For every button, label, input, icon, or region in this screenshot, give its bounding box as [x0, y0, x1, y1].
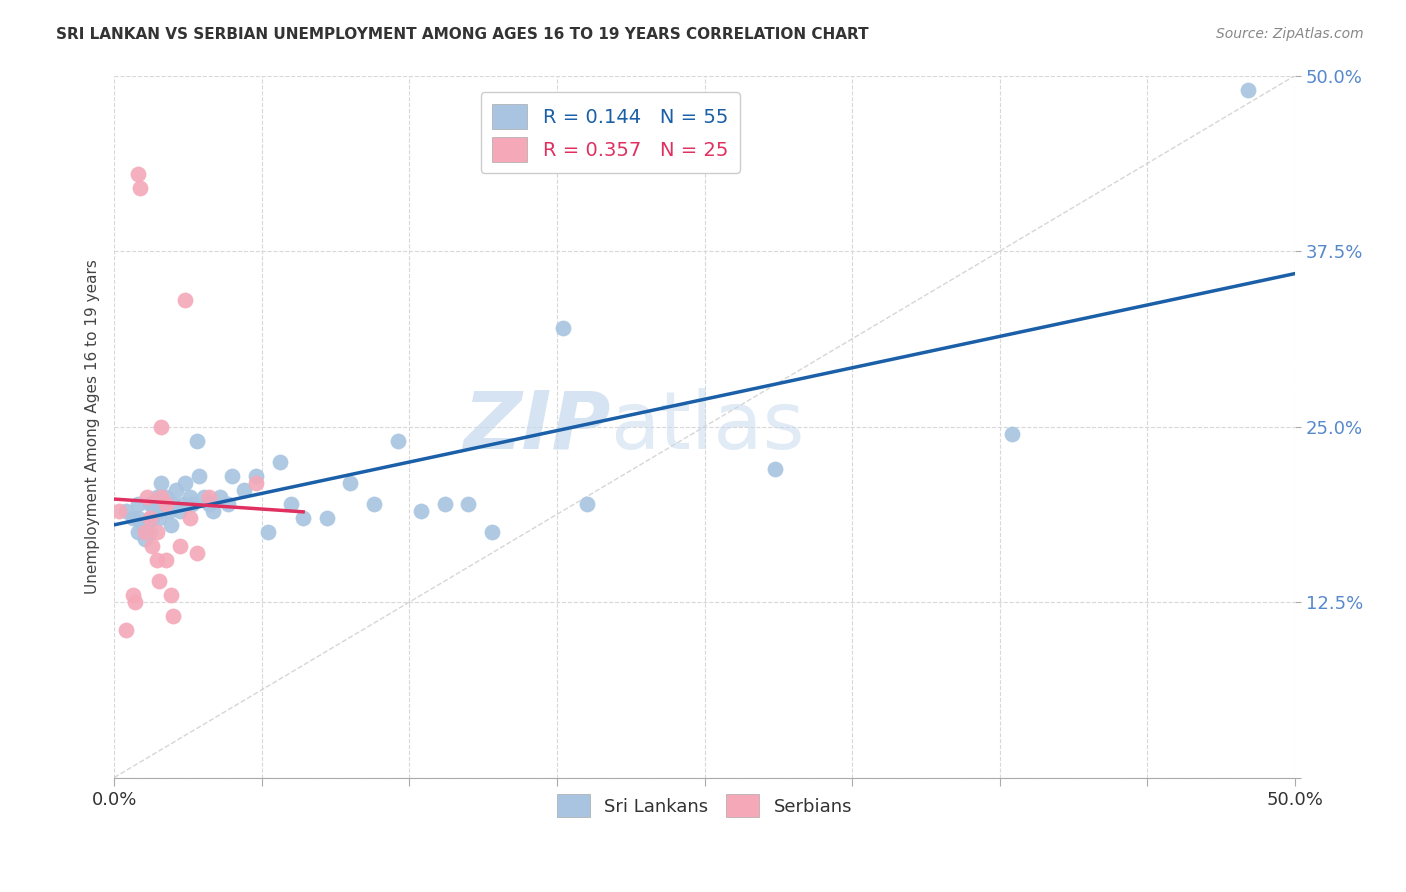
Point: [141, 539, 163, 553]
Point: [162, 497, 184, 511]
Point: [292, 510, 315, 524]
Point: [217, 497, 239, 511]
Y-axis label: Unemployment Among Ages 16 to 19 years: Unemployment Among Ages 16 to 19 years: [86, 259, 100, 594]
Point: [115, 504, 138, 518]
Point: [245, 475, 267, 490]
Point: [339, 475, 361, 490]
Point: [150, 419, 173, 434]
Point: [122, 510, 145, 524]
Point: [179, 490, 201, 504]
Point: [256, 524, 278, 539]
Point: [160, 517, 183, 532]
Point: [411, 504, 433, 518]
Point: [138, 510, 160, 524]
Legend: Sri Lankans, Serbians: Sri Lankans, Serbians: [550, 787, 859, 825]
Point: [115, 623, 138, 637]
Point: [188, 468, 211, 483]
Point: [160, 588, 183, 602]
Point: [174, 475, 197, 490]
Point: [127, 510, 149, 524]
Point: [233, 483, 256, 497]
Point: [131, 517, 153, 532]
Point: [134, 524, 156, 539]
Point: [1001, 426, 1024, 441]
Point: [150, 475, 173, 490]
Point: [174, 293, 197, 308]
Point: [169, 504, 191, 518]
Point: [152, 497, 174, 511]
Point: [138, 524, 160, 539]
Point: [127, 167, 149, 181]
Point: [141, 510, 163, 524]
Point: [165, 483, 187, 497]
Point: [169, 539, 191, 553]
Point: [197, 497, 219, 511]
Point: [127, 524, 149, 539]
Point: [209, 490, 232, 504]
Point: [179, 510, 201, 524]
Text: SRI LANKAN VS SERBIAN UNEMPLOYMENT AMONG AGES 16 TO 19 YEARS CORRELATION CHART: SRI LANKAN VS SERBIAN UNEMPLOYMENT AMONG…: [56, 27, 869, 42]
Point: [197, 490, 219, 504]
Point: [457, 497, 479, 511]
Point: [202, 504, 225, 518]
Point: [155, 553, 177, 567]
Point: [148, 510, 170, 524]
Point: [155, 490, 177, 504]
Point: [134, 532, 156, 546]
Point: [387, 434, 409, 448]
Point: [150, 490, 173, 504]
Point: [193, 490, 215, 504]
Text: ZIP: ZIP: [463, 387, 610, 466]
Point: [136, 490, 159, 504]
Point: [181, 497, 204, 511]
Point: [162, 609, 184, 624]
Point: [157, 504, 180, 518]
Point: [127, 497, 149, 511]
Point: [221, 468, 243, 483]
Point: [138, 497, 160, 511]
Point: [145, 553, 167, 567]
Point: [145, 504, 167, 518]
Point: [245, 468, 267, 483]
Point: [150, 490, 173, 504]
Point: [129, 181, 152, 195]
Point: [145, 524, 167, 539]
Point: [186, 434, 208, 448]
Point: [481, 524, 503, 539]
Point: [141, 497, 163, 511]
Point: [148, 574, 170, 588]
Point: [315, 510, 337, 524]
Point: [108, 504, 131, 518]
Point: [138, 510, 160, 524]
Point: [122, 588, 145, 602]
Point: [765, 461, 787, 475]
Text: atlas: atlas: [610, 387, 804, 466]
Point: [433, 497, 456, 511]
Point: [155, 497, 177, 511]
Point: [280, 497, 302, 511]
Point: [124, 595, 146, 609]
Text: Source: ZipAtlas.com: Source: ZipAtlas.com: [1216, 27, 1364, 41]
Point: [551, 321, 574, 335]
Point: [269, 455, 291, 469]
Point: [363, 497, 385, 511]
Point: [172, 497, 194, 511]
Point: [145, 490, 167, 504]
Point: [575, 497, 598, 511]
Point: [186, 546, 208, 560]
Point: [1237, 82, 1260, 96]
